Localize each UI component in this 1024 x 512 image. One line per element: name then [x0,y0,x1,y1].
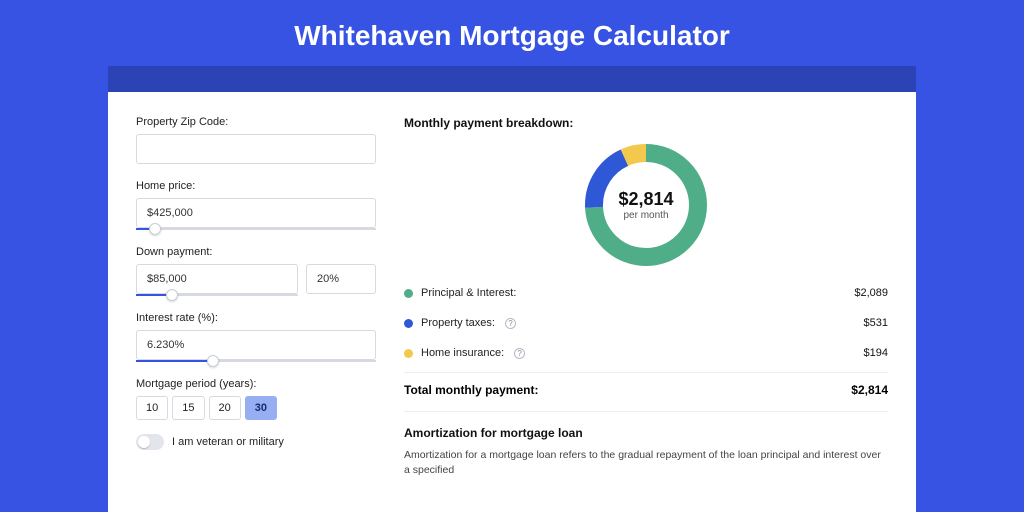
calculator-card: Property Zip Code: Home price: Down paym… [108,92,916,512]
total-value: $2,814 [851,383,888,397]
period-button-row: 10152030 [136,396,376,420]
interest-rate-group: Interest rate (%): [136,312,376,362]
veteran-toggle[interactable] [136,434,164,450]
home-price-group: Home price: [136,180,376,230]
donut-sub: per month [623,210,668,221]
breakdown-panel: Monthly payment breakdown: $2,814 per mo… [404,116,888,512]
interest-rate-label: Interest rate (%): [136,312,376,324]
amortization-title: Amortization for mortgage loan [404,426,888,440]
period-button-20[interactable]: 20 [209,396,241,420]
slider-thumb[interactable] [149,223,161,235]
zip-input[interactable] [136,134,376,164]
zip-field-group: Property Zip Code: [136,116,376,164]
down-payment-label: Down payment: [136,246,376,258]
legend-label: Property taxes: [421,317,495,329]
zip-label: Property Zip Code: [136,116,376,128]
period-button-30[interactable]: 30 [245,396,277,420]
total-row: Total monthly payment: $2,814 [404,372,888,411]
legend-list: Principal & Interest: $2,089 Property taxe… [404,278,888,368]
amortization-text: Amortization for a mortgage loan refers … [404,448,888,477]
donut-chart-wrap: $2,814 per month [404,140,888,278]
veteran-label: I am veteran or military [172,436,284,448]
form-panel: Property Zip Code: Home price: Down paym… [136,116,376,512]
legend-row: Principal & Interest: $2,089 [404,278,888,308]
legend-value: $531 [864,317,888,329]
legend-dot [404,349,413,358]
info-icon[interactable]: ? [505,318,516,329]
legend-dot [404,319,413,328]
veteran-toggle-row: I am veteran or military [136,434,376,450]
legend-row: Property taxes:? $531 [404,308,888,338]
down-payment-group: Down payment: [136,246,376,296]
period-group: Mortgage period (years): 10152030 [136,378,376,420]
legend-value: $2,089 [854,287,888,299]
toggle-knob [138,436,150,448]
donut-amount: $2,814 [618,189,673,210]
legend-label: Principal & Interest: [421,287,516,299]
period-label: Mortgage period (years): [136,378,376,390]
home-price-slider[interactable] [136,228,376,230]
donut-center: $2,814 per month [585,144,707,266]
slider-thumb[interactable] [166,289,178,301]
legend-dot [404,289,413,298]
interest-rate-input[interactable] [136,330,376,360]
legend-row: Home insurance:? $194 [404,338,888,368]
down-payment-pct-input[interactable] [306,264,376,294]
down-payment-slider[interactable] [136,294,298,296]
info-icon[interactable]: ? [514,348,525,359]
period-button-10[interactable]: 10 [136,396,168,420]
slider-thumb[interactable] [207,355,219,367]
amortization-block: Amortization for mortgage loan Amortizat… [404,411,888,477]
donut-chart: $2,814 per month [585,144,707,266]
down-payment-amount-input[interactable] [136,264,298,294]
home-price-label: Home price: [136,180,376,192]
total-label: Total monthly payment: [404,383,538,397]
breakdown-title: Monthly payment breakdown: [404,116,888,130]
header-band [108,66,916,92]
period-button-15[interactable]: 15 [172,396,204,420]
interest-rate-slider[interactable] [136,360,376,362]
legend-value: $194 [864,347,888,359]
home-price-input[interactable] [136,198,376,228]
page-title: Whitehaven Mortgage Calculator [0,0,1024,66]
legend-label: Home insurance: [421,347,504,359]
